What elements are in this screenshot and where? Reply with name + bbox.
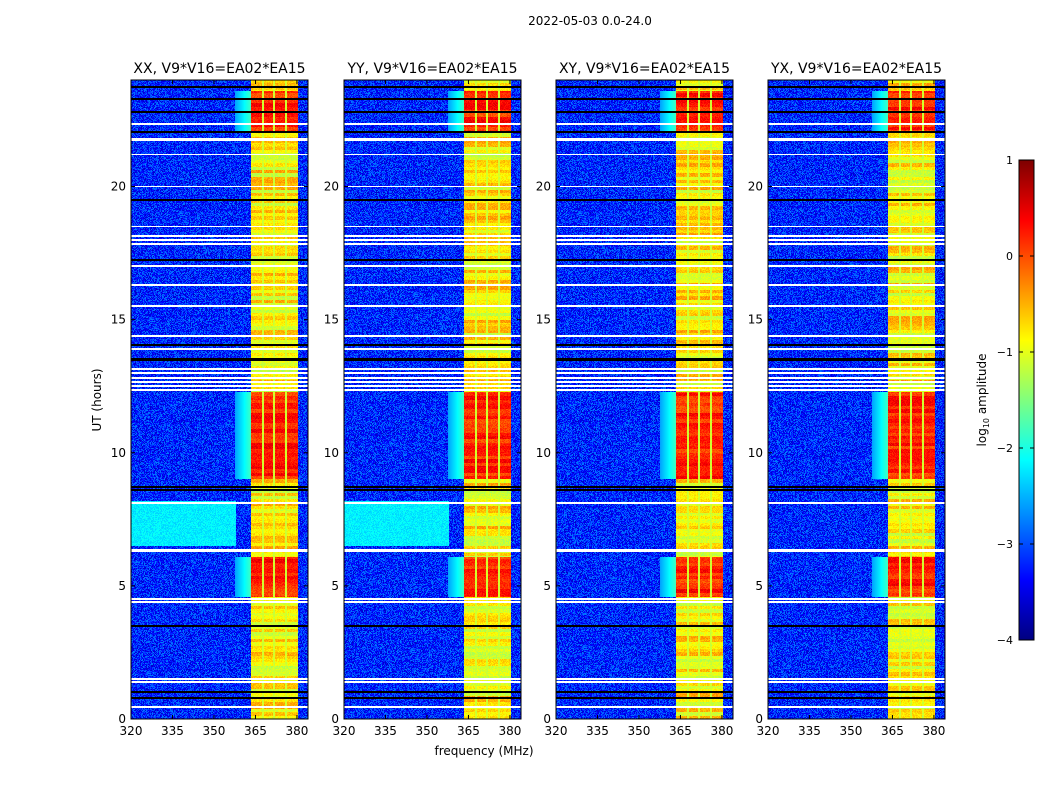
y-axis-label: UT (hours) [90, 368, 104, 431]
x-tick-label: 335 [798, 724, 821, 738]
x-tick-label: 350 [416, 724, 439, 738]
heatmap-xy [556, 80, 733, 719]
x-tick-label: 320 [545, 724, 568, 738]
y-tick-label: 0 [118, 712, 126, 726]
x-tick-label: 350 [628, 724, 651, 738]
x-tick-label: 320 [120, 724, 143, 738]
x-tick-label: 365 [244, 724, 267, 738]
heatmap-xx [131, 80, 308, 719]
y-tick-label: 20 [536, 180, 551, 194]
y-tick-label: 5 [543, 579, 551, 593]
x-tick-label: 380 [922, 724, 945, 738]
colorbar-gradient [1019, 160, 1034, 640]
heatmap-yx [768, 80, 945, 719]
y-tick-label: 15 [748, 313, 763, 327]
y-tick-label: 20 [324, 180, 339, 194]
axes-frame-xy [555, 79, 734, 720]
colorbar-label: log10 amplitude [975, 354, 991, 447]
x-tick-label: 320 [757, 724, 780, 738]
y-tick-label: 15 [536, 313, 551, 327]
x-tick-label: 380 [285, 724, 308, 738]
y-tick-label: 10 [536, 446, 551, 460]
figure-title: 2022-05-03 0.0-24.0 [528, 14, 652, 28]
panel-title-xx: XX, V9*V16=EA02*EA15 [133, 61, 305, 77]
axes-frame-yx [767, 79, 946, 720]
panel-title-yx: YX, V9*V16=EA02*EA15 [770, 61, 942, 77]
x-tick-label: 350 [203, 724, 226, 738]
colorbar-tick-label: −2 [997, 442, 1013, 455]
y-tick-label: 0 [755, 712, 763, 726]
heatmap-yy [344, 80, 521, 719]
colorbar-tick-label: −1 [997, 346, 1013, 359]
panel-title-yy: YY, V9*V16=EA02*EA15 [346, 61, 517, 77]
panel-title-xy: XY, V9*V16=EA02*EA15 [559, 61, 730, 77]
x-tick-label: 320 [333, 724, 356, 738]
y-tick-label: 10 [748, 446, 763, 460]
x-tick-label: 335 [374, 724, 397, 738]
axes-frame-yy [343, 79, 522, 720]
x-tick-label: 365 [881, 724, 904, 738]
x-axis-label: frequency (MHz) [434, 744, 533, 758]
y-tick-label: 0 [331, 712, 339, 726]
y-tick-label: 15 [324, 313, 339, 327]
colorbar-tick-label: 1 [1006, 154, 1013, 167]
colorbar-tick-label: −4 [997, 634, 1013, 647]
colorbar-tick-label: −3 [997, 538, 1013, 551]
y-tick-label: 5 [118, 579, 126, 593]
y-tick-label: 20 [111, 180, 126, 194]
colorbar-tick-label: 0 [1006, 250, 1013, 263]
x-tick-label: 335 [586, 724, 609, 738]
x-tick-label: 365 [457, 724, 480, 738]
y-tick-label: 15 [111, 313, 126, 327]
x-tick-label: 350 [840, 724, 863, 738]
x-tick-label: 365 [669, 724, 692, 738]
x-tick-label: 380 [710, 724, 733, 738]
y-tick-label: 10 [111, 446, 126, 460]
x-tick-label: 335 [161, 724, 184, 738]
axes-frame-xx [130, 79, 309, 720]
colorbar-frame [1018, 159, 1035, 641]
y-tick-label: 5 [331, 579, 339, 593]
y-tick-label: 10 [324, 446, 339, 460]
y-tick-label: 5 [755, 579, 763, 593]
y-tick-label: 0 [543, 712, 551, 726]
x-tick-label: 380 [498, 724, 521, 738]
y-tick-label: 20 [748, 180, 763, 194]
